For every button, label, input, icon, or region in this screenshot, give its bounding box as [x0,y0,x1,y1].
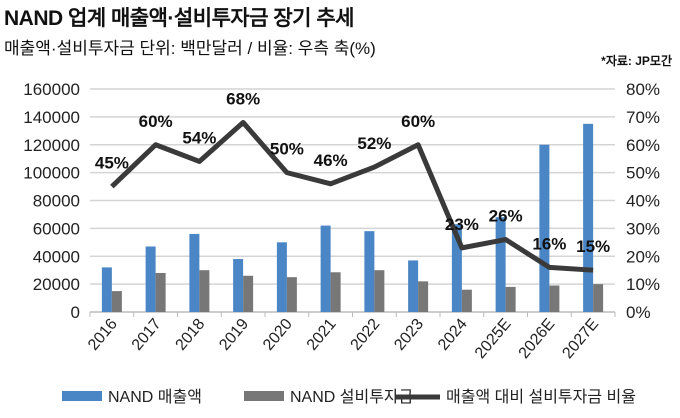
left-tick-label: 120000 [23,136,80,155]
legend-swatch-capex [244,391,284,401]
bar-revenue [539,144,550,312]
bar-revenue [145,246,156,312]
ratio-data-label: 16% [532,234,566,253]
x-tick-label: 2024 [435,316,471,354]
bar-capex [374,270,385,312]
chart-title: NAND 업계 매출액·설비투자금 장기 추세 [4,7,354,30]
bar-capex [286,277,297,312]
x-tick-label: 2017 [129,316,165,354]
right-tick-label: 30% [626,219,660,238]
left-tick-label: 100000 [23,164,80,183]
bar-revenue [233,259,244,312]
legend-label-capex: NAND 설비투자금 [290,388,413,406]
bar-revenue [495,217,506,312]
bar-revenue [276,242,287,312]
bar-capex [461,289,472,312]
legend-label-ratio: 매출액 대비 설비투자금 비율 [446,388,636,406]
bar-capex [418,281,429,312]
x-tick-label: 2025E [472,316,515,362]
right-tick-label: 50% [626,164,660,183]
chart-subtitle: 매출액·설비투자금 단위: 백만달러 / 비율: 우측 축(%) [4,39,376,58]
right-tick-label: 20% [626,247,660,266]
ratio-data-label: 46% [314,151,348,170]
x-tick-label: 2027E [559,316,602,362]
ratio-data-label: 60% [139,112,173,131]
x-tick-label: 2020 [260,316,296,354]
bar-revenue [101,267,112,312]
left-tick-label: 160000 [23,80,80,99]
bar-capex [505,286,516,312]
right-tick-label: 10% [626,275,660,294]
bar-capex [243,275,254,312]
left-tick-label: 0 [71,303,80,322]
bar-capex [549,285,560,312]
left-tick-label: 80000 [33,192,80,211]
bar-revenue [189,233,200,312]
x-tick-label: 2016 [85,316,121,354]
bar-capex [199,270,210,312]
x-tick-label: 2026E [516,316,559,362]
left-tick-label: 60000 [33,219,80,238]
ratio-data-label: 23% [445,215,479,234]
ratio-data-label: 68% [226,89,260,108]
bar-capex [330,272,341,312]
ratio-data-label: 15% [576,237,610,256]
ratio-data-label: 26% [489,207,523,226]
ratio-data-label: 45% [95,154,129,173]
bar-revenue [320,225,331,312]
legend-label-revenue: NAND 매출액 [108,388,202,406]
bar-capex [155,272,166,312]
bar-revenue [408,260,419,312]
bar-revenue [364,231,375,312]
left-tick-label: 140000 [23,108,80,127]
right-tick-label: 60% [626,136,660,155]
ratio-line [110,119,594,273]
bar-revenue [583,123,594,312]
source-note: *자료: JP모간 [601,54,672,68]
x-tick-label: 2019 [216,316,252,354]
right-tick-label: 0% [626,303,651,322]
ratio-data-label: 60% [401,112,435,131]
bar-revenue [451,224,462,312]
ratio-data-label: 54% [182,128,216,147]
left-tick-label: 20000 [33,275,80,294]
ratio-data-label: 50% [270,140,304,159]
bar-capex [593,284,604,312]
x-tick-label: 2023 [391,316,427,354]
x-tick-label: 2022 [348,316,384,354]
right-tick-label: 80% [626,80,660,99]
ratio-data-label: 52% [357,134,391,153]
legend-swatch-revenue [62,391,102,401]
x-tick-label: 2021 [304,316,340,354]
right-tick-label: 70% [626,108,660,127]
bar-capex [111,291,122,312]
right-tick-label: 40% [626,192,660,211]
x-tick-label: 2018 [173,316,209,354]
left-tick-label: 40000 [33,247,80,266]
